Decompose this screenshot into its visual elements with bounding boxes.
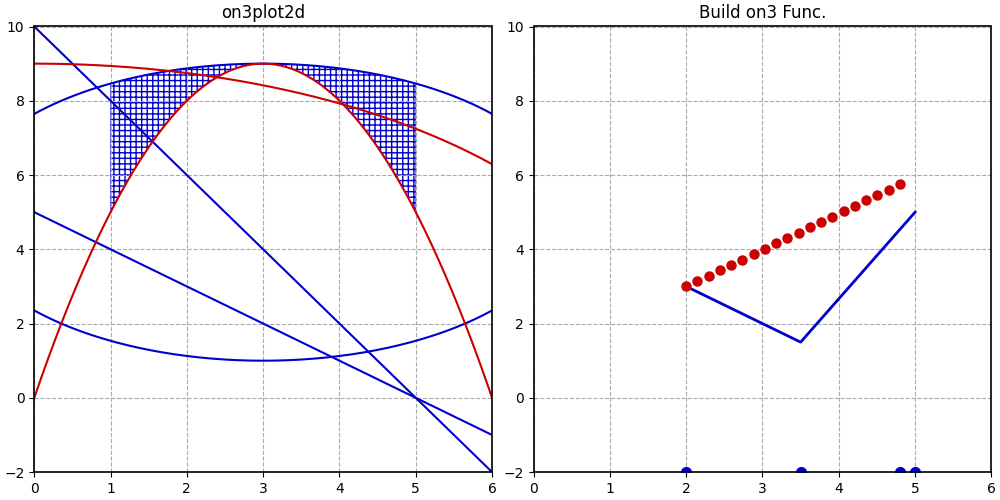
Title: Build on3 Func.: Build on3 Func. [699, 4, 826, 22]
Title: on3plot2d: on3plot2d [221, 4, 305, 22]
